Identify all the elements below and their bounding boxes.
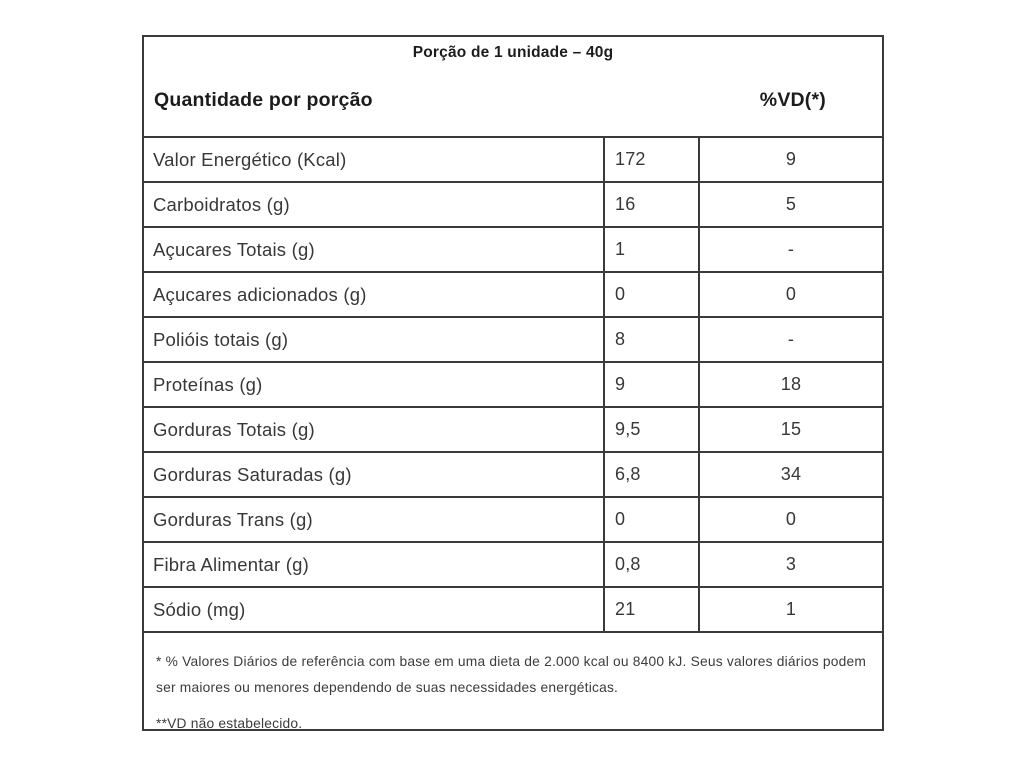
table-row: Gorduras Totais (g) 9,5 15 <box>144 408 882 453</box>
table-row: Fibra Alimentar (g) 0,8 3 <box>144 543 882 588</box>
row-amount: 172 <box>603 138 700 181</box>
row-amount: 9,5 <box>603 408 700 451</box>
footnote-daily-values: * % Valores Diários de referência com ba… <box>156 654 867 695</box>
row-nutrient-name: Sódio (mg) <box>153 598 246 620</box>
row-nutrient-name: Gorduras Saturadas (g) <box>153 463 352 485</box>
row-nutrient-name: Carboidratos (g) <box>153 193 290 215</box>
table-row: Açucares adicionados (g) 0 0 <box>144 273 882 318</box>
row-amount: 21 <box>603 588 700 631</box>
table-row: Sódio (mg) 21 1 <box>144 588 882 633</box>
row-nutrient-name: Gorduras Totais (g) <box>153 418 315 440</box>
row-vd-percent: 18 <box>780 374 802 394</box>
row-nutrient-name: Polióis totais (g) <box>153 328 289 350</box>
column-header-vd: %VD(*) <box>759 89 826 111</box>
row-amount: 0,8 <box>603 543 700 586</box>
row-amount: 8 <box>603 318 700 361</box>
row-nutrient-name: Açucares adicionados (g) <box>153 283 367 305</box>
row-vd-percent: 34 <box>780 464 802 484</box>
row-amount: 1 <box>603 228 700 271</box>
table-row: Polióis totais (g) 8 - <box>144 318 882 363</box>
row-amount: 16 <box>603 183 700 226</box>
table-row: Açucares Totais (g) 1 - <box>144 228 882 273</box>
row-nutrient-name: Proteínas (g) <box>153 373 263 395</box>
row-vd-percent: 15 <box>780 419 802 439</box>
row-vd-percent: 5 <box>785 194 797 214</box>
row-nutrient-name: Açucares Totais (g) <box>153 238 315 260</box>
table-row: Carboidratos (g) 16 5 <box>144 183 882 228</box>
row-amount: 9 <box>603 363 700 406</box>
row-nutrient-name: Fibra Alimentar (g) <box>153 553 309 575</box>
row-amount: 0 <box>603 498 700 541</box>
row-vd-percent: - <box>787 239 795 259</box>
nutrient-rows: Valor Energético (Kcal) 172 9 Carboidratos … <box>144 138 882 633</box>
footnotes: * % Valores Diários de referência com ba… <box>144 633 882 737</box>
table-row: Proteínas (g) 9 18 <box>144 363 882 408</box>
column-header-quantity: Quantidade por porção <box>154 89 373 111</box>
row-vd-percent: 9 <box>785 149 797 169</box>
table-header: Porção de 1 unidade – 40g Quantidade por… <box>144 37 882 138</box>
row-vd-percent: 0 <box>785 509 797 529</box>
row-amount: 0 <box>603 273 700 316</box>
serving-size-title: Porção de 1 unidade – 40g <box>412 44 614 61</box>
row-nutrient-name: Valor Energético (Kcal) <box>153 148 347 170</box>
row-vd-percent: 0 <box>785 284 797 304</box>
row-vd-percent: - <box>787 329 795 349</box>
nutrition-facts-table: Porção de 1 unidade – 40g Quantidade por… <box>142 35 884 731</box>
row-nutrient-name: Gorduras Trans (g) <box>153 508 313 530</box>
table-row: Valor Energético (Kcal) 172 9 <box>144 138 882 183</box>
row-amount: 6,8 <box>603 453 700 496</box>
row-vd-percent: 1 <box>785 599 797 619</box>
table-row: Gorduras Trans (g) 0 0 <box>144 498 882 543</box>
table-row: Gorduras Saturadas (g) 6,8 34 <box>144 453 882 498</box>
footnote-vd-not-established: **VD não estabelecido. <box>156 716 303 731</box>
row-vd-percent: 3 <box>785 554 797 574</box>
